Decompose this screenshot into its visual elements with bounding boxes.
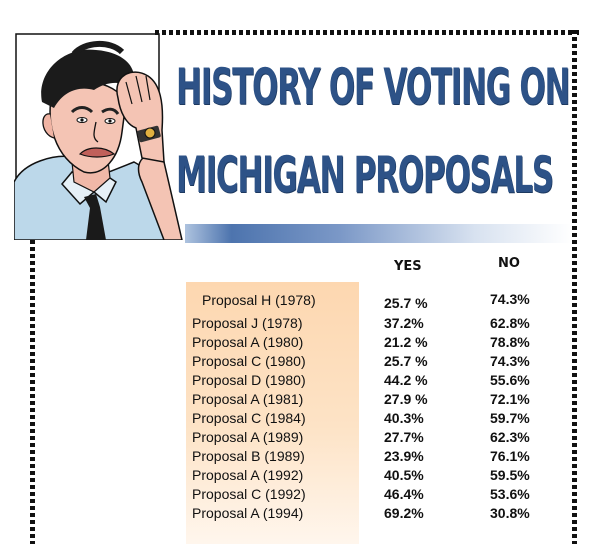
table-row: Proposal B (1989) 23.9% 76.1% xyxy=(0,448,600,468)
stressed-man-illustration xyxy=(14,33,183,240)
accent-gradient-bar xyxy=(185,224,572,243)
table-row: Proposal C (1980) 25.7 % 74.3% xyxy=(0,353,600,373)
no-column-header: NO xyxy=(498,256,520,271)
table-row: Proposal A (1994) 69.2% 30.8% xyxy=(0,505,600,525)
yes-percent: 37.2% xyxy=(384,315,424,331)
proposal-name: Proposal A (1992) xyxy=(192,467,304,483)
no-percent: 59.7% xyxy=(490,410,530,426)
no-percent: 72.1% xyxy=(490,391,530,407)
table-row: Proposal C (1984) 40.3% 59.7% xyxy=(0,410,600,430)
no-percent: 78.8% xyxy=(490,334,530,350)
no-percent: 30.8% xyxy=(490,505,530,521)
yes-percent: 46.4% xyxy=(384,486,424,502)
yes-percent: 27.9 % xyxy=(384,391,428,407)
yes-percent: 27.7% xyxy=(384,429,424,445)
proposal-name: Proposal D (1980) xyxy=(192,372,306,388)
proposal-name: Proposal H (1978) xyxy=(202,292,316,308)
yes-column-header: YES xyxy=(394,259,422,274)
table-row: Proposal A (1992) 40.5% 59.5% xyxy=(0,467,600,487)
no-percent: 74.3% xyxy=(490,291,530,307)
yes-percent: 23.9% xyxy=(384,448,424,464)
proposal-name: Proposal B (1989) xyxy=(192,448,305,464)
dashed-border-right xyxy=(572,30,577,544)
page-title-line-1: HISTORY OF VOTING ON xyxy=(176,58,570,116)
no-percent: 62.3% xyxy=(490,429,530,445)
proposal-name: Proposal C (1984) xyxy=(192,410,306,426)
no-percent: 53.6% xyxy=(490,486,530,502)
yes-percent: 44.2 % xyxy=(384,372,428,388)
table-row: Proposal A (1980) 21.2 % 78.8% xyxy=(0,334,600,354)
no-percent: 76.1% xyxy=(490,448,530,464)
no-percent: 55.6% xyxy=(490,372,530,388)
proposal-name: Proposal C (1980) xyxy=(192,353,306,369)
dashed-border-top xyxy=(155,30,580,35)
table-row: Proposal H (1978) 25.7 % 74.3% xyxy=(0,291,600,312)
page-title-line-2: MICHIGAN PROPOSALS xyxy=(176,146,554,204)
table-row: Proposal D (1980) 44.2 % 55.6% xyxy=(0,372,600,392)
yes-percent: 40.3% xyxy=(384,410,424,426)
table-row: Proposal A (1989) 27.7% 62.3% xyxy=(0,429,600,449)
no-percent: 59.5% xyxy=(490,467,530,483)
proposal-name: Proposal A (1989) xyxy=(192,429,304,445)
no-percent: 74.3% xyxy=(490,353,530,369)
proposal-name: Proposal A (1981) xyxy=(192,391,304,407)
proposal-name: Proposal J (1978) xyxy=(192,315,303,331)
table-row: Proposal A (1981) 27.9 % 72.1% xyxy=(0,391,600,411)
table-row: Proposal J (1978) 37.2% 62.8% xyxy=(0,315,600,335)
proposal-name: Proposal A (1994) xyxy=(192,505,304,521)
yes-percent: 69.2% xyxy=(384,505,424,521)
yes-percent: 25.7 % xyxy=(384,353,428,369)
table-row: Proposal C (1992) 46.4% 53.6% xyxy=(0,486,600,506)
yes-percent: 25.7 % xyxy=(384,295,428,311)
proposal-name: Proposal A (1980) xyxy=(192,334,304,350)
yes-percent: 40.5% xyxy=(384,467,424,483)
proposal-names-panel xyxy=(186,282,359,544)
proposal-name: Proposal C (1992) xyxy=(192,486,306,502)
no-percent: 62.8% xyxy=(490,315,530,331)
dashed-border-left xyxy=(30,240,35,544)
yes-percent: 21.2 % xyxy=(384,334,428,350)
